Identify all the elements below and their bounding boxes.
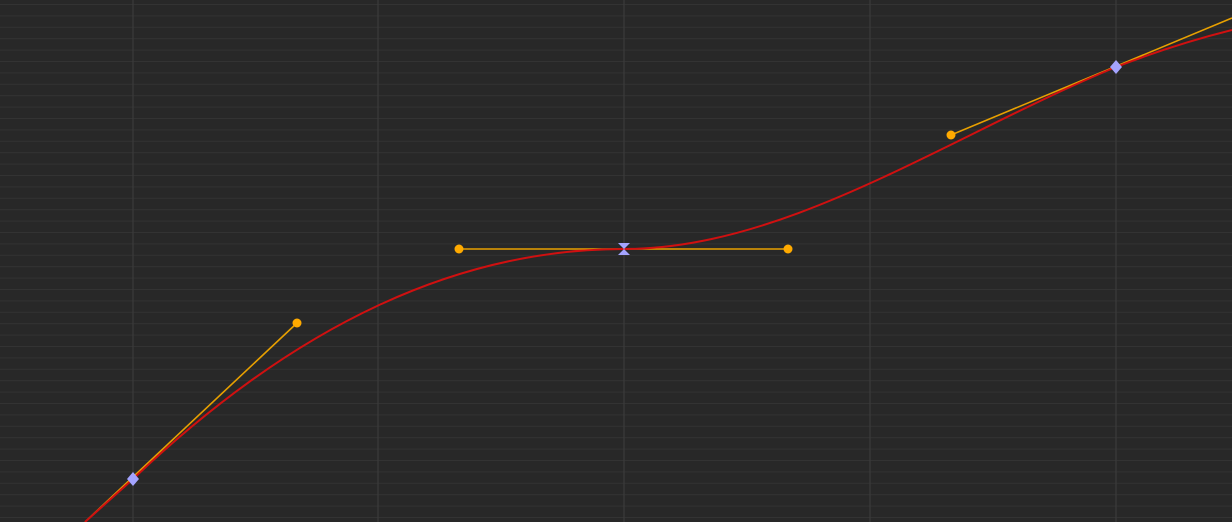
handle-points xyxy=(292,130,956,328)
vertical-grid xyxy=(132,0,1117,522)
handle-point[interactable] xyxy=(454,244,464,254)
handle-line xyxy=(84,322,298,522)
handle-point[interactable] xyxy=(783,244,793,254)
keyframe[interactable] xyxy=(1110,60,1122,74)
handle-point[interactable] xyxy=(292,318,302,328)
keyframes xyxy=(127,60,1122,486)
f-curve[interactable] xyxy=(84,29,1232,522)
keyframe[interactable] xyxy=(618,243,630,255)
keyframe[interactable] xyxy=(127,472,139,486)
handle-point[interactable] xyxy=(946,130,956,140)
